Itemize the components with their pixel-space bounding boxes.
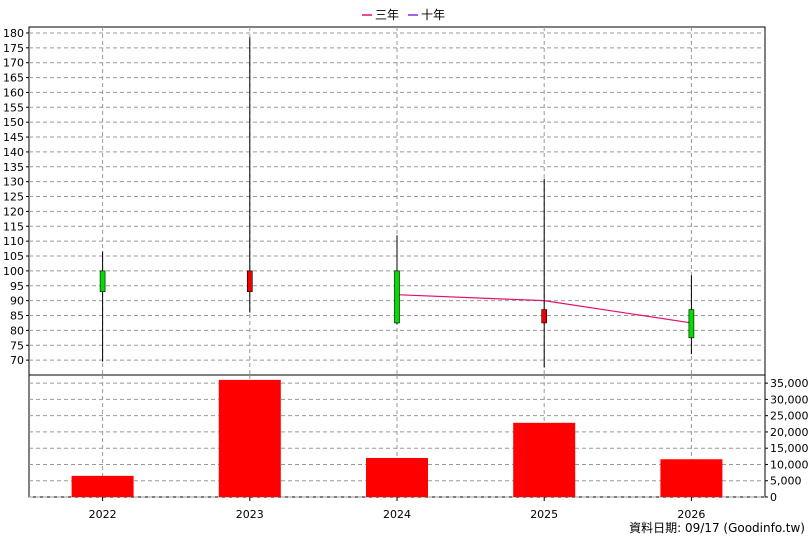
price-tick-label: 170 xyxy=(3,57,24,70)
price-tick-label: 100 xyxy=(3,265,24,278)
price-tick-label: 70 xyxy=(10,354,24,367)
price-tick-label: 115 xyxy=(3,220,24,233)
candle-body xyxy=(247,270,253,293)
price-tick-label: 155 xyxy=(3,101,24,114)
price-tick-label: 75 xyxy=(10,339,24,352)
price-tick-label: 125 xyxy=(3,191,24,204)
x-tick-label: 2022 xyxy=(89,508,117,521)
volume-bar xyxy=(218,379,281,497)
volume-tick-label: 5,000 xyxy=(770,475,802,488)
x-tick-label: 2026 xyxy=(677,508,705,521)
x-tick-label: 2023 xyxy=(236,508,264,521)
volume-tick-label: 35,000 xyxy=(770,377,808,390)
price-tick-label: 130 xyxy=(3,176,24,189)
volume-tick-label: 25,000 xyxy=(770,410,808,423)
price-tick-label: 80 xyxy=(10,324,24,337)
price-tick-label: 140 xyxy=(3,146,24,159)
volume-tick-label: 30,000 xyxy=(770,393,808,406)
price-tick-label: 120 xyxy=(3,205,24,218)
price-tick-label: 150 xyxy=(3,116,24,129)
volume-bar xyxy=(660,459,723,497)
volume-panel: 0 5,000 10,000 15,000 20,000 25,000 30,000 35,0… xyxy=(28,374,808,504)
price-tick-label: 165 xyxy=(3,72,24,85)
price-tick-label: 180 xyxy=(3,27,24,40)
volume-tick-label: 0 xyxy=(770,491,777,504)
price-tick-label: 160 xyxy=(3,86,24,99)
price-tick-label: 135 xyxy=(3,161,24,174)
x-axis: 2022 2023 2024 2025 2026 xyxy=(89,497,705,521)
volume-bar xyxy=(71,475,134,497)
x-tick-label: 2025 xyxy=(530,508,558,521)
candle-body xyxy=(541,309,548,324)
candle-body xyxy=(688,309,695,339)
legend-label-3yr: 三年 xyxy=(375,8,399,22)
x-tick-label: 2024 xyxy=(383,508,411,521)
price-tick-label: 105 xyxy=(3,250,24,263)
volume-tick-label: 10,000 xyxy=(770,458,808,471)
footer-source: 資料日期: 09/17 (Goodinfo.tw) xyxy=(629,521,805,535)
volume-tick-label: 20,000 xyxy=(770,426,808,439)
volume-tick-label: 15,000 xyxy=(770,442,808,455)
volume-bar xyxy=(513,422,576,497)
price-tick-label: 95 xyxy=(10,280,24,293)
price-tick-label: 85 xyxy=(10,310,24,323)
candle-body xyxy=(99,270,106,293)
legend-label-10yr: 十年 xyxy=(421,8,445,22)
candle-body xyxy=(394,270,400,324)
price-tick-label: 145 xyxy=(3,131,24,144)
price-tick-label: 110 xyxy=(3,235,24,248)
price-tick-label: 90 xyxy=(10,295,24,308)
volume-bar xyxy=(366,457,428,497)
legend: 三年 十年 xyxy=(362,8,445,22)
price-tick-label: 175 xyxy=(3,42,24,55)
